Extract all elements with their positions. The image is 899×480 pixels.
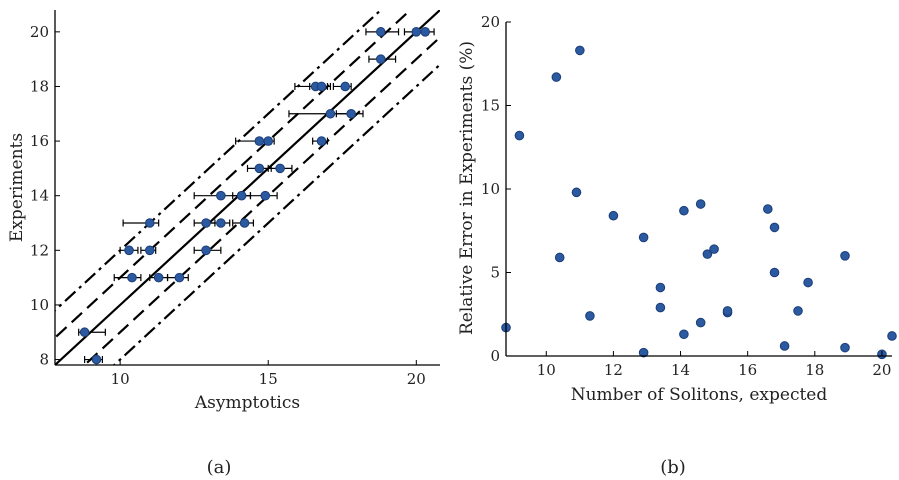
panel-b-chart: 10 12 14 16 18 20 0 5 10 15 20 Number of Solitons,… xyxy=(457,13,897,478)
panel-a-chart: 10 15 20 8 10 12 14 16 18 20 Asymptotics Experime… xyxy=(7,10,440,478)
panel-b-data-point xyxy=(655,282,666,293)
panel-b-data-point xyxy=(551,72,562,82)
panel-b-y-tick-label: 10 xyxy=(481,180,500,198)
panel-a-reference-lines xyxy=(55,10,440,365)
panel-b-x-tick-label: 10 xyxy=(537,361,556,379)
panel-a-y-tick-label: 20 xyxy=(30,23,49,41)
panel-a-label: (a) xyxy=(207,457,232,478)
panel-b-data-point xyxy=(840,342,850,353)
panel-b-x-tick-label: 12 xyxy=(604,361,623,379)
panel-a-data-point xyxy=(316,136,327,146)
panel-a-ticks: 10 15 20 8 10 12 14 16 18 20 xyxy=(30,23,426,388)
panel-b-x-tick-label: 18 xyxy=(805,361,824,379)
panel-a-data-point xyxy=(340,81,351,92)
panel-a-data-point xyxy=(124,245,134,256)
panel-a-data-point xyxy=(174,272,185,283)
panel-b-data-point xyxy=(722,306,733,316)
panel-b-data-point xyxy=(514,130,525,141)
panel-b-data-point xyxy=(840,251,850,261)
panel-a-axes xyxy=(54,10,440,366)
panel-b-data-point xyxy=(793,306,803,316)
panel-b-data-point xyxy=(779,341,790,351)
panel-a-data-point xyxy=(216,218,226,228)
panel-a-data-point xyxy=(254,163,265,174)
panel-b-data-point xyxy=(769,222,780,233)
panel-a-data-point xyxy=(201,218,211,228)
panel-a-reference-line-dashdot xyxy=(112,63,440,365)
panel-a-data-point xyxy=(201,245,211,256)
panel-b-data-point xyxy=(638,232,649,243)
panel-b-data-point xyxy=(763,204,773,214)
panel-b-data-point xyxy=(571,187,582,198)
panel-a-y-tick-label: 10 xyxy=(30,296,49,314)
panel-a-x-tick-label: 20 xyxy=(407,370,426,388)
panel-a-data-point xyxy=(420,27,430,37)
panel-a-y-tick-label: 16 xyxy=(30,132,49,150)
panel-a-data-point xyxy=(263,136,274,146)
panel-a-data-point xyxy=(79,327,90,338)
panel-a-data-point xyxy=(236,190,247,201)
panel-a-y-tick-label: 14 xyxy=(30,187,49,205)
panel-a-data-point xyxy=(275,163,285,174)
panel-a-data-point xyxy=(316,81,327,92)
panel-a-reference-line-solid xyxy=(55,10,440,365)
panel-b-data-point xyxy=(803,277,813,288)
panel-b-data-point xyxy=(585,311,595,321)
panel-a-data-point xyxy=(375,27,386,37)
panel-a-reference-line-dashdot xyxy=(55,10,383,312)
panel-b-y-axis-label: Relative Error in Experiments (%) xyxy=(457,41,477,335)
panel-a-x-tick-label: 15 xyxy=(259,370,278,388)
panel-b-data-point xyxy=(638,347,649,358)
panel-a-data-point xyxy=(216,190,226,201)
panel-b-data-point xyxy=(769,267,780,278)
panel-b-y-tick-label: 20 xyxy=(481,13,500,31)
panel-b-data-point xyxy=(679,205,689,216)
panel-a-data-point xyxy=(144,245,155,256)
panel-a-x-axis-label: Asymptotics xyxy=(194,393,300,413)
panel-b-x-axis-label: Number of Solitons, expected xyxy=(571,385,828,405)
panel-a-reference-line-dashed xyxy=(55,10,413,340)
panel-a-data-point xyxy=(91,354,102,365)
panel-b-x-tick-label: 20 xyxy=(872,361,891,379)
panel-a-points xyxy=(79,27,430,365)
panel-b-data-point xyxy=(554,252,565,263)
panel-b-data-point xyxy=(679,329,689,340)
panel-b-data-point xyxy=(695,317,706,328)
panel-b-data-point xyxy=(608,210,619,221)
panel-b-data-point xyxy=(887,331,897,341)
panel-b-data-point xyxy=(575,45,585,56)
panel-b-y-tick-label: 5 xyxy=(490,264,500,282)
panel-a-data-point xyxy=(411,27,422,37)
panel-a-data-point xyxy=(127,272,137,283)
panel-b-y-tick-label: 15 xyxy=(481,97,500,115)
panel-b-y-tick-label: 0 xyxy=(490,347,500,365)
panel-a-y-tick-label: 18 xyxy=(30,77,49,95)
panel-a-reference-line-dashed xyxy=(82,35,440,365)
panel-b-points xyxy=(501,45,897,360)
panel-b-data-point xyxy=(655,302,666,313)
panel-a-x-tick-label: 10 xyxy=(111,370,130,388)
panel-a-data-point xyxy=(346,108,356,119)
panel-b-ticks: 10 12 14 16 18 20 0 5 10 15 20 xyxy=(481,13,892,379)
panel-a-y-tick-label: 8 xyxy=(39,351,49,369)
panel-b-axes xyxy=(505,22,892,357)
panel-a-data-point xyxy=(153,272,164,283)
panel-b-x-tick-label: 16 xyxy=(738,361,757,379)
panel-b-x-tick-label: 14 xyxy=(671,361,690,379)
panel-b-data-point xyxy=(695,199,706,209)
panel-a-y-tick-label: 12 xyxy=(30,241,49,259)
panel-a-data-point xyxy=(325,108,336,119)
panel-a-data-point xyxy=(254,136,265,146)
panel-a-data-point xyxy=(144,218,155,228)
panel-a-y-axis-label: Experiments xyxy=(7,133,27,242)
panel-b-label: (b) xyxy=(660,457,686,478)
panel-a-data-point xyxy=(239,218,250,228)
panel-a-error-bars xyxy=(78,28,435,364)
panel-a-data-point xyxy=(260,190,271,201)
panel-b-data-point xyxy=(709,244,719,254)
panel-a-data-point xyxy=(375,54,386,64)
panel-b-data-point xyxy=(702,249,713,259)
